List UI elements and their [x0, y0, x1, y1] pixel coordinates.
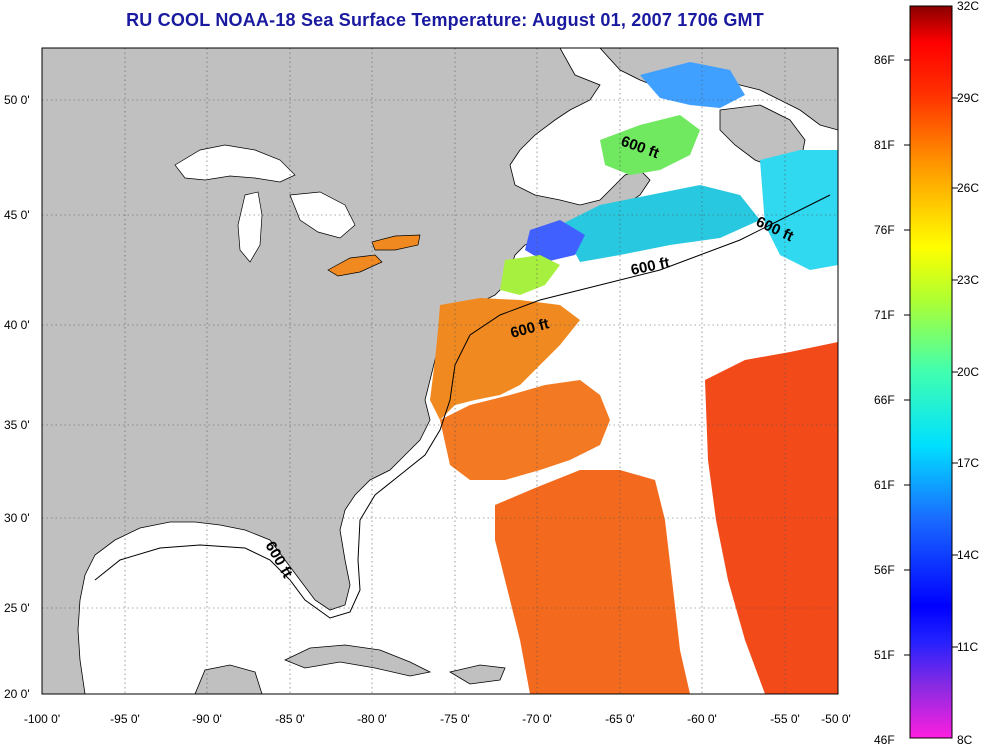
map-border	[41, 47, 839, 695]
lon-tick: -50 0'	[821, 712, 851, 726]
colorbar-c-label: 26C	[957, 181, 979, 195]
colorbar-f-label: 86F	[874, 53, 895, 67]
colorbar-f-label: 56F	[874, 563, 895, 577]
sst-gulf-st-lawrence	[600, 115, 700, 175]
lat-tick: 50 0'	[4, 93, 30, 107]
colorbar-f-label: 51F	[874, 648, 895, 662]
lat-tick: 30 0'	[4, 511, 30, 525]
colorbar-gradient	[909, 5, 953, 739]
colorbar-f-label: 46F	[874, 733, 895, 747]
colorbar: 86F 81F 76F 71F 66F 61F 56F 51F 46F 32C …	[874, 0, 979, 747]
lon-tick: -80 0'	[357, 712, 387, 726]
lat-tick: 45 0'	[4, 208, 30, 222]
land-yucatan	[194, 664, 263, 694]
sst-mid-atlantic	[430, 298, 580, 420]
colorbar-c-label: 20C	[957, 365, 979, 379]
lat-tick: 20 0'	[4, 687, 30, 701]
longitude-axis: -100 0' -95 0' -90 0' -85 0' -80 0' -75 …	[24, 712, 851, 726]
colorbar-c-label: 14C	[957, 548, 979, 562]
lake-erie	[327, 254, 383, 277]
colorbar-c-label: 29C	[957, 91, 979, 105]
lon-tick: -70 0'	[522, 712, 552, 726]
sst-sargasso-swath	[440, 380, 610, 480]
colorbar-c-label: 23C	[957, 273, 979, 287]
lon-tick: -60 0'	[687, 712, 717, 726]
lake-michigan	[237, 191, 263, 263]
lon-tick: -85 0'	[275, 712, 305, 726]
colorbar-f-label: 61F	[874, 478, 895, 492]
lon-tick: -55 0'	[770, 712, 800, 726]
colorbar-c-label: 11C	[957, 640, 978, 654]
sst-labrador-sea	[640, 62, 745, 108]
colorbar-c-label: 8C	[957, 733, 973, 747]
colorbar-c-label: 32C	[957, 0, 979, 13]
latitude-axis: 50 0' 45 0' 40 0' 35 0' 30 0' 25 0' 20 0…	[4, 93, 30, 701]
sst-bahamas-swath	[495, 470, 690, 694]
lon-tick: -100 0'	[24, 712, 60, 726]
lat-tick: 40 0'	[4, 318, 30, 332]
land-hispaniola	[448, 664, 506, 685]
map-title: RU COOL NOAA-18 Sea Surface Temperature:…	[126, 10, 764, 30]
lon-tick: -95 0'	[110, 712, 140, 726]
map-area: 600 ft 600 ft 600 ft 600 ft 600 ft	[42, 48, 838, 694]
lake-ontario	[371, 234, 421, 251]
colorbar-c-label: 17C	[957, 456, 979, 470]
colorbar-f-label: 66F	[874, 393, 895, 407]
lon-tick: -65 0'	[605, 712, 635, 726]
colorbar-f-label: 76F	[874, 223, 895, 237]
colorbar-f-label: 71F	[874, 308, 895, 322]
sst-northeast-shelf	[500, 255, 560, 295]
lon-tick: -75 0'	[440, 712, 470, 726]
colorbar-f-label: 81F	[874, 138, 895, 152]
land-cuba	[284, 644, 432, 677]
lake-superior	[174, 144, 296, 183]
sst-scotian-shelf	[560, 185, 760, 262]
lat-tick: 35 0'	[4, 418, 30, 432]
lon-tick: -90 0'	[192, 712, 222, 726]
contour-600ft	[94, 194, 831, 619]
sst-gulf-of-maine	[525, 220, 585, 262]
lat-tick: 25 0'	[4, 601, 30, 615]
